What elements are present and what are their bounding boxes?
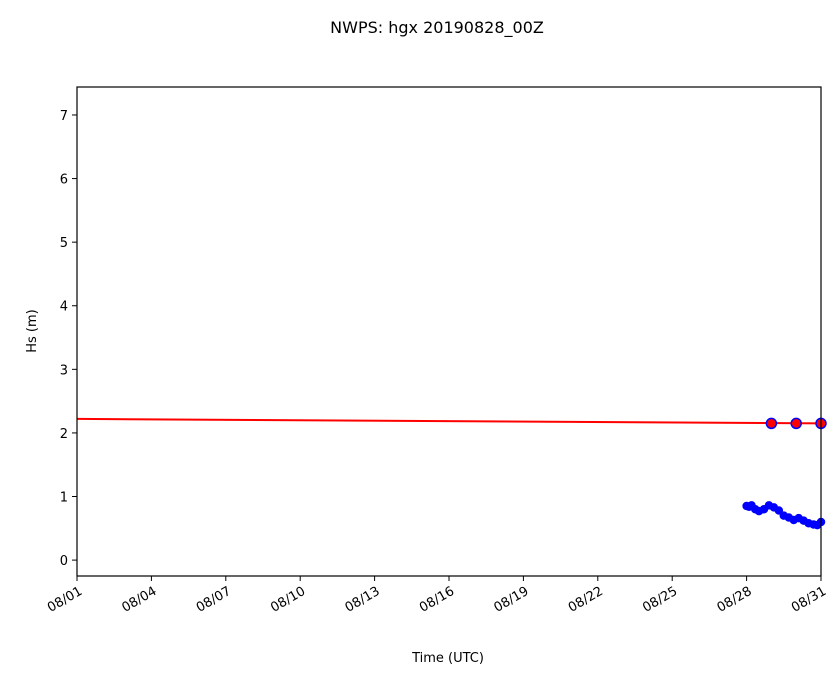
y-tick-label: 1 (60, 491, 68, 506)
y-tick-label: 7 (60, 109, 68, 124)
x-tick-label: 08/28 (715, 584, 755, 616)
x-tick-label: 08/10 (268, 584, 308, 616)
series-line (77, 417, 821, 425)
x-tick-label: 08/13 (343, 584, 383, 616)
y-tick-label: 4 (60, 300, 68, 315)
y-tick-label: 0 (60, 554, 68, 569)
x-tick-label: 08/01 (45, 584, 85, 616)
x-tick-label: 08/22 (566, 584, 606, 616)
x-tick-label: 08/04 (119, 584, 159, 616)
y-tick-label: 5 (60, 236, 68, 251)
y-tick-label: 6 (60, 173, 68, 188)
data-point (765, 417, 778, 430)
x-tick-label: 08/19 (491, 584, 531, 616)
y-tick-label: 3 (60, 363, 68, 378)
y-axis-label: Hs (m) (25, 309, 40, 353)
x-tick-label: 08/07 (194, 584, 234, 616)
data-point (774, 506, 784, 515)
x-tick-label: 08/31 (789, 584, 829, 616)
plot-frame (76, 86, 822, 577)
data-point (790, 417, 802, 430)
y-tick-label: 2 (60, 427, 68, 442)
x-tick-label: 08/16 (417, 584, 457, 616)
x-axis-label: Time (UTC) (411, 651, 484, 666)
chart-title: NWPS: hgx 20190828_00Z (330, 18, 544, 38)
x-tick-label: 08/25 (640, 584, 680, 616)
